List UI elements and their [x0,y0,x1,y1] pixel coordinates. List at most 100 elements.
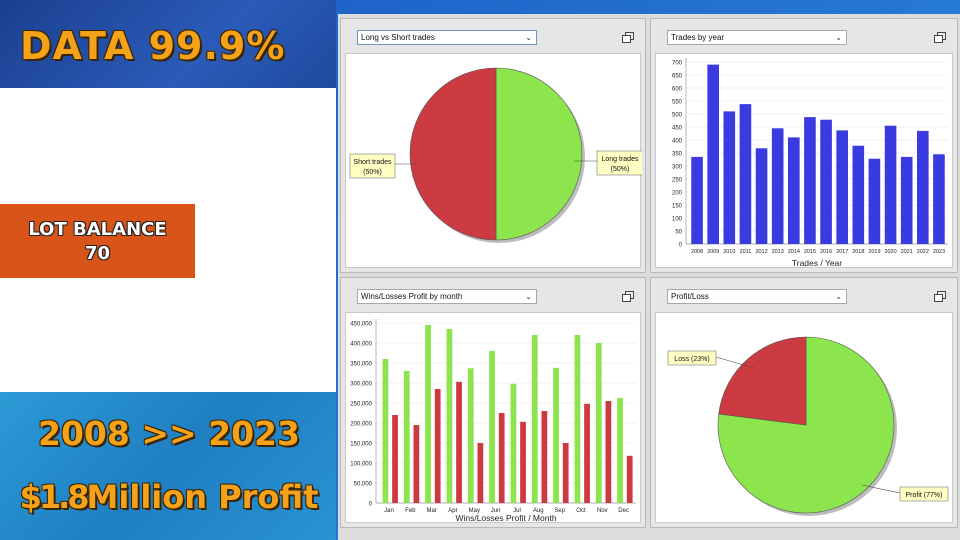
y-tick-label: 0 [369,502,373,508]
win-bar [446,329,453,503]
y-tick-label: 500 [672,113,683,119]
panel-trades-year: Trades by year ⌄ 0 50 100 150 200 250 300 350 40… [650,18,958,273]
pie-slice [409,67,497,241]
chart-selector-trades-year[interactable]: Trades by year ⌄ [667,30,847,45]
win-bar [574,335,581,503]
loss-bar [498,413,505,503]
x-tick-label: 2016 [820,249,832,255]
selector-label: Wins/Losses Profit by month [361,292,463,301]
x-tick-label: Dec [618,508,629,514]
bar [836,130,848,244]
x-tick-label: Oct [576,508,586,514]
bar [804,117,816,244]
callout-long-text: (50%) [611,166,630,173]
x-axis-label: Trades / Year [792,258,842,268]
x-tick-label: Sep [554,508,565,514]
profit-summary: $1.8Million Profit [0,478,338,516]
lot-balance-value: 70 [84,243,111,264]
y-tick-label: 250 [672,178,683,184]
x-axis-label: Wins/Losses Profit / Month [455,513,556,523]
y-tick-label: 400 [672,139,683,145]
x-tick-label: 2013 [772,249,784,255]
win-bar [382,359,389,503]
x-tick-label: 2011 [740,249,752,255]
y-tick-label: 0 [679,243,683,249]
chart-selector-wins-losses[interactable]: Wins/Losses Profit by month ⌄ [357,289,537,304]
restore-window-icon[interactable] [622,291,635,303]
win-bar [553,367,559,503]
selector-label: Trades by year [671,33,725,42]
y-tick-label: 150 [672,204,683,210]
bar-chart-wins-losses: 0 50,000 100,000 150,000 200,000 250,000 300,0… [350,319,636,523]
x-tick-label: 2021 [901,249,913,255]
bar [755,148,768,244]
x-tick-label: Jun [491,508,501,514]
win-bar [489,351,495,503]
y-tick-label: 600 [672,87,683,93]
chart-selector-long-short[interactable]: Long vs Short trades ⌄ [357,30,537,45]
profit-amount: $1.8 [19,478,90,516]
callout-profit-box [899,486,949,502]
loss-bar [392,415,398,503]
x-tick-label: Mar [426,508,436,514]
win-bar [510,383,517,503]
chevron-down-icon: ⌄ [835,292,842,301]
lot-balance-label: LOT BALANCE [28,219,167,240]
profit-banner: 2008 >> 2023 $1.8Million Profit [0,392,338,540]
headline-text: DATA 99.9% [20,24,286,68]
bar [868,158,881,244]
bar [723,111,736,245]
x-tick-label: 2015 [804,249,816,255]
x-tick-label: Jan [384,508,394,514]
restore-window-icon[interactable] [622,32,635,44]
panel-header: Long vs Short trades ⌄ [341,19,645,53]
chart-area: Profit (77%) Loss (23%) [655,312,953,523]
panel-header: Profit/Loss ⌄ [651,278,957,312]
x-tick-label: Nov [597,508,608,514]
callout-profit-text: Profit (77%) [906,492,943,499]
bar [917,130,929,244]
chevron-down-icon: ⌄ [525,292,532,301]
loss-bar [541,411,548,503]
loss-bar [413,425,420,503]
panel-profit-loss: Profit/Loss ⌄ Profit (77%) Loss (23%) [650,277,958,528]
x-tick-label: 2022 [917,249,929,255]
x-tick-label: 2012 [755,249,767,255]
pie-chart-long-short: Long trades (50%) Short trades (50%) [349,67,642,243]
x-tick-label: 2023 [933,249,945,255]
y-tick-label: 300 [672,165,683,171]
y-tick-label: 450 [672,126,683,132]
y-tick-label: 50,000 [354,482,373,488]
y-tick-label: 200,000 [350,422,372,428]
bar-chart-trades-year: 0 50 100 150 200 250 300 350 400 450 500 550 600 650 7… [672,58,948,268]
chart-area: Long trades (50%) Short trades (50%) [345,53,642,268]
bar [691,156,703,244]
chevron-down-icon: ⌄ [525,33,532,42]
restore-window-icon[interactable] [934,32,947,44]
panel-long-short: Long vs Short trades ⌄ Long trades (50%) S… [340,18,646,273]
bar [852,145,865,244]
pie-slice [495,67,583,241]
bar [900,156,913,244]
loss-bar [584,403,590,503]
chart-area: 0 50,000 100,000 150,000 200,000 250,000 300,0… [345,312,641,523]
y-tick-label: 100,000 [350,462,372,468]
restore-window-icon[interactable] [934,291,947,303]
loss-bar [520,421,526,503]
y-tick-label: 450,000 [350,322,372,328]
y-tick-label: 250,000 [350,402,372,408]
profit-rest: Million Profit [86,478,319,516]
callout-loss-text: Loss (23%) [674,356,709,363]
callout-short-text: Short trades [353,159,392,166]
bar [707,64,719,244]
win-bar [595,343,602,503]
lot-balance-box: LOT BALANCE 70 [0,204,195,278]
callout-short-text: (50%) [363,169,382,176]
y-tick-label: 350 [672,152,683,158]
chart-selector-profit-loss[interactable]: Profit/Loss ⌄ [667,289,847,304]
y-tick-label: 350,000 [350,362,372,368]
x-tick-label: Apr [448,508,457,514]
panel-wins-losses: Wins/Losses Profit by month ⌄ 0 50,000 100… [340,277,646,528]
pie-chart-profit-loss: Profit (77%) Loss (23%) [667,336,949,516]
years-range: 2008 >> 2023 [38,414,300,453]
